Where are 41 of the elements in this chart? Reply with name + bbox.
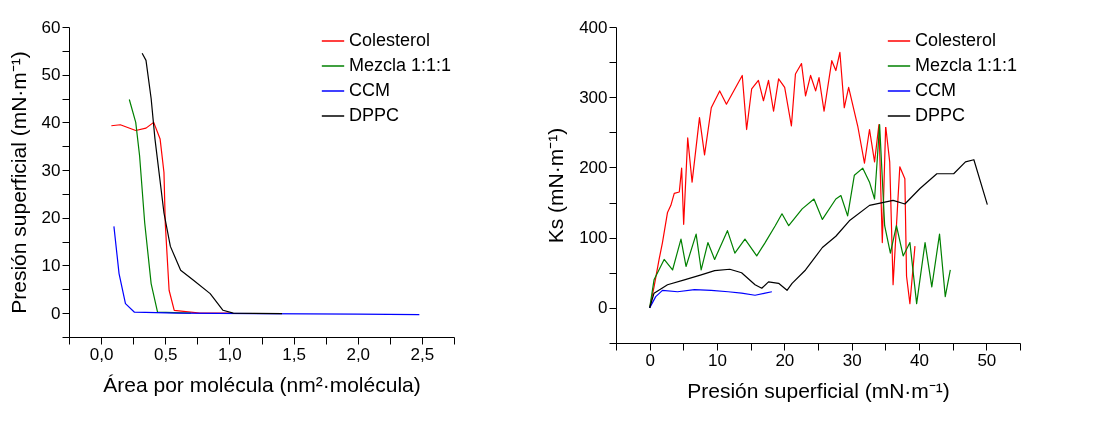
legend-label: Mezcla 1:1:1 [915,55,1018,75]
y-tick-label: 100 [579,228,608,248]
line-series [141,52,283,315]
x-tick-label: 50 [977,350,997,370]
line-series [649,289,773,309]
x-tick-label: 10 [708,350,727,370]
line-series [128,98,192,314]
x-tick-label: 2,0 [346,344,371,364]
y-tick-label: 40 [41,112,61,132]
y-tick-label: 400 [579,17,608,37]
legend-label: CCM [349,80,390,100]
legend-label: Colesterol [349,30,431,50]
y-axis-title: Presión superficial (mN·m⁻¹) [6,51,30,314]
line-series [649,124,951,309]
legend-label: DPPC [349,105,400,125]
y-tick-label: 0 [51,303,61,323]
y-tick-label: 0 [598,298,608,318]
y-tick-label: 10 [41,255,61,275]
legend-label: Mezcla 1:1:1 [349,55,452,75]
x-axis-title: Presión superficial (mN·m⁻¹) [687,378,950,402]
y-axis-title: Ks (mN·m⁻¹) [544,127,568,244]
legend-label: Colesterol [915,30,997,50]
x-tick-label: 0 [645,350,655,370]
y-tick-label: 300 [579,87,608,107]
x-tick-label: 0,5 [153,344,178,364]
y-tick-label: 50 [41,65,61,85]
x-axis-title: Área por molécula (nm²·molécula) [103,372,421,396]
x-tick-label: 1,0 [218,344,242,364]
y-tick-label: 200 [579,157,608,177]
legend-label: DPPC [915,105,966,125]
x-tick-label: 20 [775,350,795,370]
line-series [649,159,988,309]
x-tick-label: 30 [842,350,862,370]
x-tick-label: 2,5 [410,344,435,364]
x-tick-label: 40 [910,350,929,370]
y-tick-label: 60 [41,17,61,37]
y-tick-label: 20 [41,208,61,228]
x-tick-label: 0,0 [89,344,114,364]
x-tick-label: 1,5 [282,344,306,364]
y-tick-label: 30 [41,160,61,180]
legend-label: CCM [915,80,956,100]
